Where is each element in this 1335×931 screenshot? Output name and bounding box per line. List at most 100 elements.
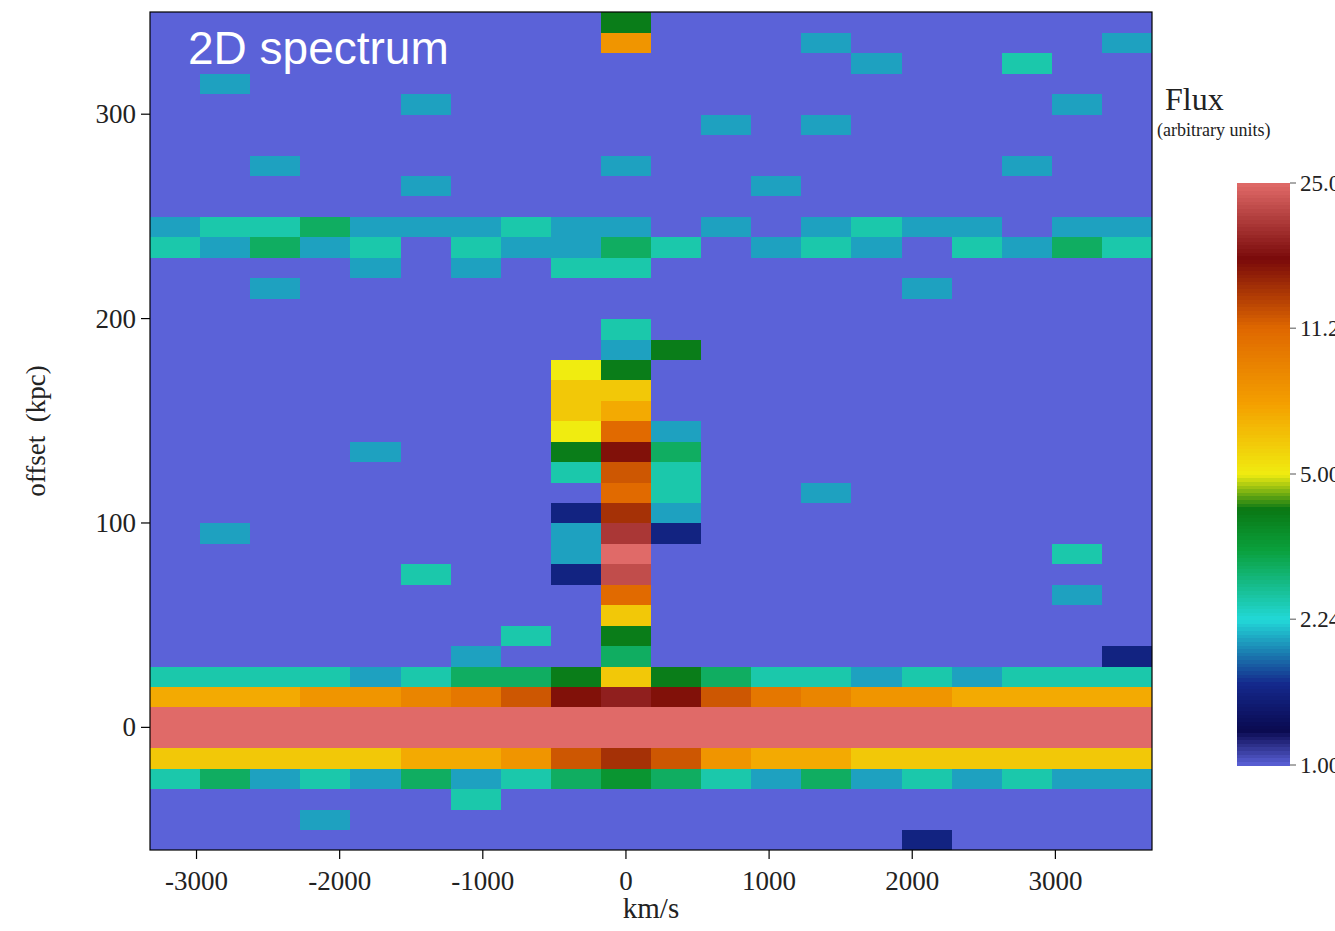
colorbar-tick-label: 25.0: [1300, 171, 1335, 196]
cell: [952, 155, 1003, 176]
colorbar-slice: [1237, 423, 1290, 427]
cell: [1052, 830, 1103, 850]
colorbar-slice: [1237, 270, 1290, 274]
cell: [1102, 482, 1152, 503]
cell: [551, 237, 602, 258]
cell: [701, 380, 752, 401]
cell: [952, 135, 1003, 156]
cell: [350, 646, 401, 667]
colorbar-slice: [1237, 398, 1290, 402]
cell: [350, 196, 401, 217]
colorbar-slice: [1237, 332, 1290, 336]
cell: [451, 768, 502, 789]
cell: [200, 278, 251, 299]
cell: [952, 421, 1003, 442]
cell: [952, 32, 1003, 53]
cell: [401, 155, 452, 176]
cell: [1052, 809, 1103, 830]
cell: [250, 278, 301, 299]
cell: [701, 584, 752, 605]
colorbar-slice: [1237, 441, 1290, 445]
cell: [401, 666, 452, 687]
cell: [300, 298, 351, 319]
cell: [250, 319, 301, 340]
cell: [501, 789, 552, 810]
cell: [952, 605, 1003, 626]
colorbar-slice: [1237, 707, 1290, 711]
cell: [1102, 625, 1152, 646]
cell: [601, 666, 652, 687]
cell: [501, 768, 552, 789]
cell: [651, 809, 702, 830]
colorbar-slice: [1237, 263, 1290, 267]
cell: [1052, 707, 1103, 728]
cell: [902, 462, 953, 483]
cell: [300, 278, 351, 299]
cell: [551, 503, 602, 524]
cell: [902, 12, 953, 33]
cell: [150, 646, 201, 667]
colorbar-slice: [1237, 187, 1290, 191]
cell: [701, 237, 752, 258]
cell: [451, 319, 502, 340]
cell: [1002, 237, 1053, 258]
cell: [200, 646, 251, 667]
colorbar-slice: [1237, 529, 1290, 533]
cell: [601, 809, 652, 830]
cell: [1102, 319, 1152, 340]
colorbar-slice: [1237, 463, 1290, 467]
cell: [751, 32, 802, 53]
cell: [801, 237, 852, 258]
cell: [551, 53, 602, 74]
colorbar-slice: [1237, 634, 1290, 638]
cell: [651, 359, 702, 380]
cell: [952, 646, 1003, 667]
cell: [451, 114, 502, 135]
colorbar-slice: [1237, 321, 1290, 325]
colorbar-slice: [1237, 674, 1290, 678]
colorbar-slice: [1237, 405, 1290, 409]
cell: [150, 768, 201, 789]
cell: [200, 441, 251, 462]
cell: [801, 380, 852, 401]
cell: [952, 73, 1003, 94]
colorbar-slice: [1237, 583, 1290, 587]
cell: [851, 482, 902, 503]
cell: [701, 400, 752, 421]
x-tick: [196, 850, 197, 859]
cell: [451, 94, 502, 115]
colorbar-slice: [1237, 638, 1290, 642]
cell: [501, 462, 552, 483]
cell: [501, 319, 552, 340]
cell: [451, 441, 502, 462]
cell: [551, 135, 602, 156]
cell: [751, 176, 802, 197]
cell: [701, 278, 752, 299]
cell: [601, 73, 652, 94]
colorbar-slice: [1237, 525, 1290, 529]
cell: [701, 359, 752, 380]
cell: [1002, 727, 1053, 748]
cell: [451, 830, 502, 850]
cell: [851, 727, 902, 748]
cell: [751, 809, 802, 830]
cell: [651, 135, 702, 156]
cell: [851, 748, 902, 769]
cell: [200, 625, 251, 646]
cell: [1052, 441, 1103, 462]
cell: [551, 12, 602, 33]
cell: [451, 257, 502, 278]
cell: [1002, 12, 1053, 33]
cell: [250, 155, 301, 176]
cell: [801, 482, 852, 503]
cell: [401, 359, 452, 380]
y-tick-label: 300: [96, 99, 137, 129]
cell: [1052, 237, 1103, 258]
cell: [150, 339, 201, 360]
cell: [801, 216, 852, 237]
cell: [401, 441, 452, 462]
cell: [952, 441, 1003, 462]
cell: [150, 809, 201, 830]
cell: [1052, 543, 1103, 564]
x-tick: [912, 850, 913, 859]
